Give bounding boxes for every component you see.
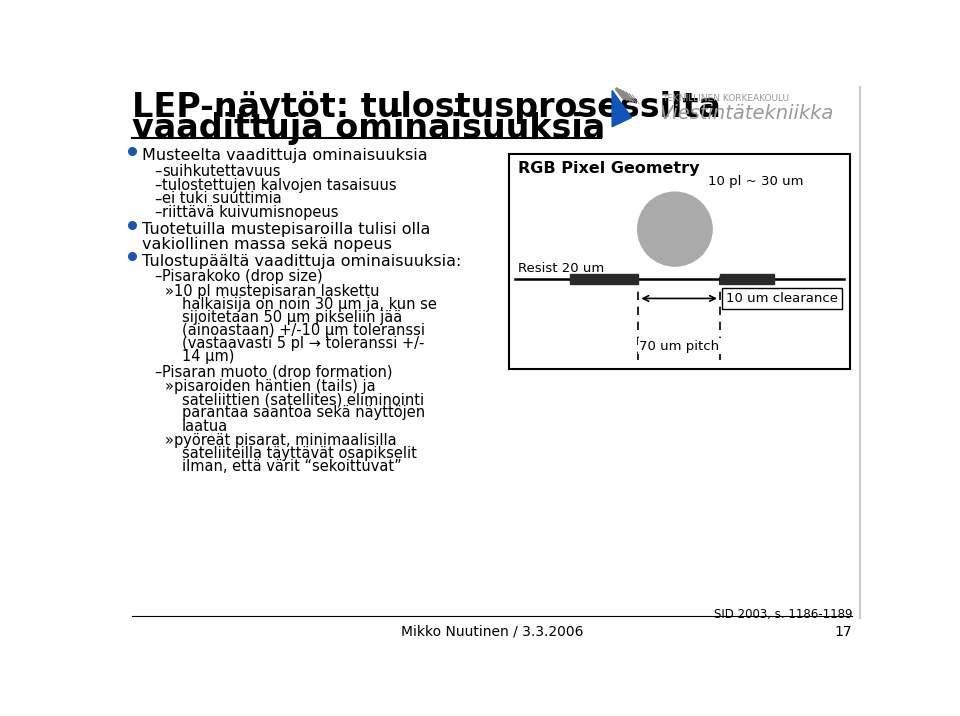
Text: Mikko Nuutinen / 3.3.2006: Mikko Nuutinen / 3.3.2006 [400,625,584,639]
Text: Viestintätekniikka: Viestintätekniikka [660,104,834,122]
Text: tulostettujen kalvojen tasaisuus: tulostettujen kalvojen tasaisuus [162,178,396,193]
Text: sateliiteilla täyttävät osapikselit: sateliiteilla täyttävät osapikselit [182,446,417,461]
Text: pyöreät pisarat, minimaalisilla: pyöreät pisarat, minimaalisilla [175,433,396,448]
Text: halkaisija on noin 30 μm ja, kun se: halkaisija on noin 30 μm ja, kun se [182,297,437,312]
Polygon shape [612,90,632,127]
Bar [720,274,774,284]
Text: (vastaavasti 5 pl → toleranssi +/-: (vastaavasti 5 pl → toleranssi +/- [182,337,424,351]
Text: SID 2003, s. 1186-1189: SID 2003, s. 1186-1189 [714,608,852,621]
Text: »: » [165,379,174,395]
Bar [570,274,638,284]
Text: ilman, että värit “sekoittuvat”: ilman, että värit “sekoittuvat” [182,460,401,475]
Text: 10 pl mustepisaran laskettu: 10 pl mustepisaran laskettu [175,284,380,299]
Text: –: – [155,191,161,206]
Text: 10 pl ~ 30 um: 10 pl ~ 30 um [708,175,804,188]
Text: »: » [165,433,174,448]
Text: ei tuki suuttimia: ei tuki suuttimia [162,191,281,206]
Text: 70 um pitch: 70 um pitch [639,339,719,353]
Text: Pisarakoko (drop size): Pisarakoko (drop size) [162,269,323,284]
Text: Resist 20 um: Resist 20 um [518,261,605,274]
Text: 10 um clearance: 10 um clearance [726,292,838,305]
Text: LEP-näytöt: tulostusprosessilta: LEP-näytöt: tulostusprosessilta [132,90,721,124]
Text: TEKNILLINEN KORKEAKOULU: TEKNILLINEN KORKEAKOULU [662,94,789,102]
Text: –: – [155,269,161,284]
Text: vaadittuja ominaisuuksia: vaadittuja ominaisuuksia [132,112,605,145]
Text: 14 μm): 14 μm) [182,349,234,364]
Text: suihkutettavuus: suihkutettavuus [162,164,280,179]
Text: parantaa saantoa sekä näyttöjen: parantaa saantoa sekä näyttöjen [182,405,425,420]
Text: sateliittien (satellites) eliminointi: sateliittien (satellites) eliminointi [182,392,424,407]
Text: –: – [155,364,161,379]
Circle shape [637,192,712,266]
Text: (ainoastaan) +/-10 μm toleranssi: (ainoastaan) +/-10 μm toleranssi [182,323,425,338]
Text: pisaroiden häntien (tails) ja: pisaroiden häntien (tails) ja [175,379,376,395]
Text: laatua: laatua [182,419,228,434]
Text: vakiollinen massa sekä nopeus: vakiollinen massa sekä nopeus [142,237,392,252]
Text: Tuotetuilla mustepisaroilla tulisi olla: Tuotetuilla mustepisaroilla tulisi olla [142,222,430,237]
Text: Pisaran muoto (drop formation): Pisaran muoto (drop formation) [162,364,393,379]
Text: sijoitetaan 50 μm pikseliin jää: sijoitetaan 50 μm pikseliin jää [182,310,402,325]
Text: »: » [165,284,174,299]
Text: 17: 17 [835,625,852,639]
Text: riittävä kuivumisnopeus: riittävä kuivumisnopeus [162,205,338,221]
Text: –: – [155,178,161,193]
Text: –: – [155,164,161,179]
Text: Tulostupäältä vaadittuja ominaisuuksia:: Tulostupäältä vaadittuja ominaisuuksia: [142,253,461,268]
Bar [509,154,850,369]
Text: RGB Pixel Geometry: RGB Pixel Geometry [518,161,700,176]
Text: –: – [155,205,161,221]
Text: Musteelta vaadittuja ominaisuuksia: Musteelta vaadittuja ominaisuuksia [142,148,427,163]
